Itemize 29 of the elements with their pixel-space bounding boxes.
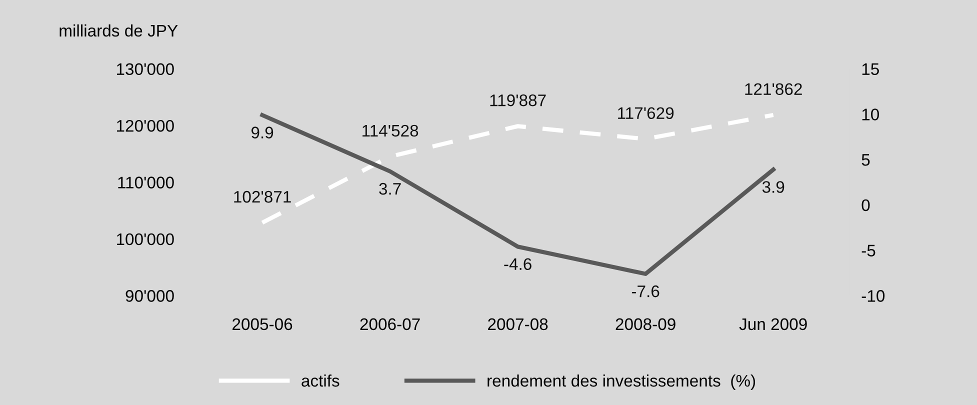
- y-tick-label: 110'000: [118, 176, 174, 188]
- y2-tick-label: -5: [862, 244, 876, 256]
- data-label: 114'528: [362, 124, 418, 137]
- x-tick-label: 2005-06: [232, 318, 292, 330]
- y2-tick-label: 15: [862, 63, 879, 76]
- x-tick-label: 2006-07: [360, 318, 420, 330]
- y2-tick-label: -10: [862, 290, 885, 302]
- y2-tick-label: 10: [862, 108, 879, 120]
- x-tick-label: 2007-08: [488, 318, 548, 330]
- data-label: 117'629: [618, 107, 674, 120]
- data-label: 3.9: [762, 181, 784, 193]
- data-label: -7.6: [632, 285, 660, 298]
- y-tick-label: 120'000: [117, 120, 174, 132]
- data-label: 121'862: [745, 83, 802, 96]
- x-tick-label: 2008-09: [616, 318, 676, 330]
- y2-tick-label: 0: [862, 199, 870, 212]
- y-tick-label: 100'000: [117, 233, 174, 246]
- data-label: 9.9: [251, 126, 274, 138]
- data-label: 119'887: [490, 94, 546, 106]
- y-tick-label: 130'000: [117, 63, 174, 76]
- y-axis-title: milliards de JPY: [60, 24, 178, 37]
- data-label: 102'871: [234, 190, 291, 203]
- x-tick-label: Jun 2009: [739, 318, 807, 330]
- y2-tick-label: 5: [862, 154, 870, 166]
- data-label: 3.7: [379, 182, 401, 195]
- data-label: -4.6: [504, 258, 532, 270]
- legend-label: actifs: [302, 374, 340, 387]
- legend-label: rendement des investissements (%): [488, 374, 756, 390]
- y-tick-label: 90'000: [126, 290, 174, 302]
